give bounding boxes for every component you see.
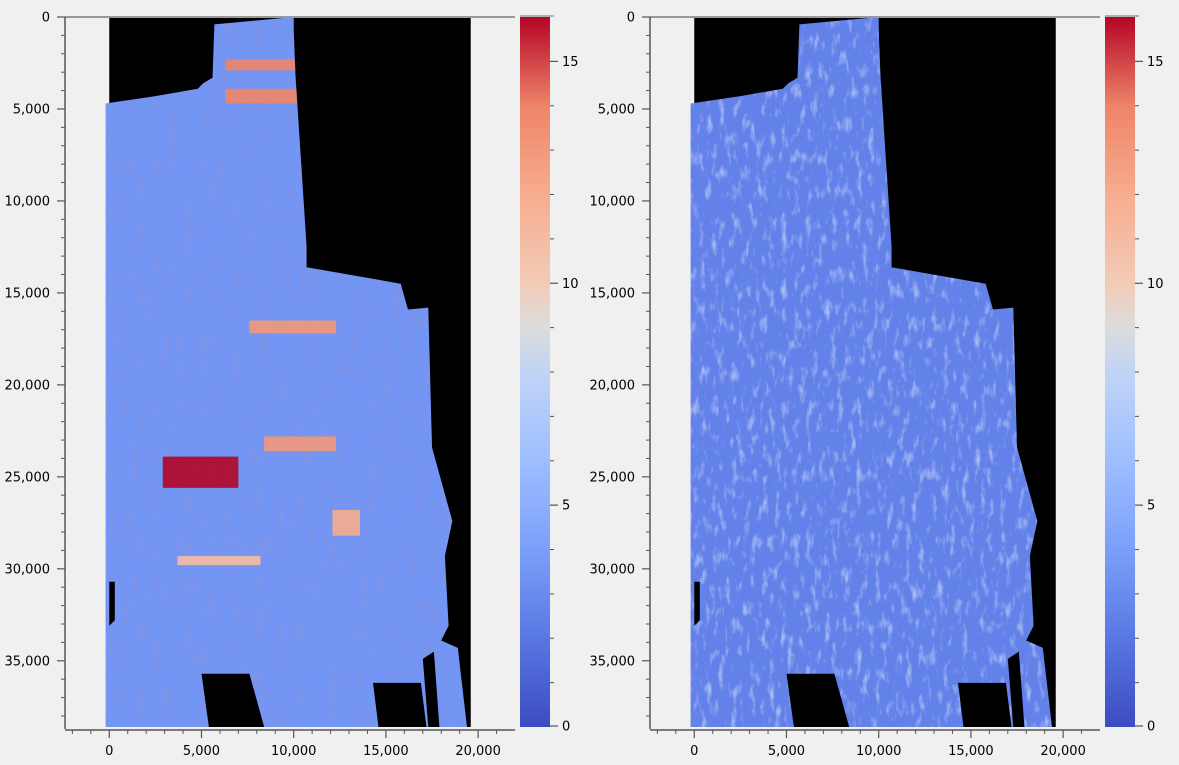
x-tick-label: 10,000: [856, 744, 902, 759]
high-value-region: [264, 436, 337, 452]
high-value-region: [177, 555, 261, 566]
y-tick-label: 5,000: [13, 102, 50, 117]
high-value-region: [225, 59, 302, 71]
y-tick-label: 30,000: [5, 562, 51, 577]
plot-area: [650, 17, 1100, 727]
x-tick-label: 15,000: [363, 744, 409, 759]
y-tick-label: 15,000: [5, 286, 51, 301]
colorbar-tick-label: 5: [562, 499, 570, 514]
no-data-hole: [109, 581, 115, 626]
y-tick-label: 10,000: [5, 194, 51, 209]
heatmap-panel-left: 0 5,000 10,000 15,000 20,000 25,000 30,000 35,0…: [5, 11, 579, 760]
colorbar-tick-label: 15: [1147, 55, 1164, 70]
colorbar: [520, 17, 550, 727]
no-data-hole: [1007, 651, 1025, 727]
colorbar-tick-label: 10: [562, 277, 579, 292]
high-value-region: [162, 456, 239, 488]
y-tick-label: 20,000: [5, 378, 51, 393]
no-data-hole: [422, 651, 440, 727]
x-tick-label: 0: [105, 744, 113, 759]
x-tick-label: 5,000: [768, 744, 805, 759]
x-tick-label: 5,000: [183, 744, 220, 759]
high-value-region: [332, 509, 361, 536]
y-tick-label: 25,000: [5, 470, 51, 485]
no-data-hole: [373, 682, 427, 727]
no-data-hole: [786, 673, 850, 727]
plot-area: [65, 17, 515, 727]
high-value-region: [249, 320, 337, 334]
y-tick-label: 30,000: [590, 562, 636, 577]
x-tick-label: 20,000: [455, 744, 501, 759]
colorbar-tick-label: 0: [562, 720, 570, 735]
colorbar: [1105, 17, 1135, 727]
y-tick-label: 10,000: [590, 194, 636, 209]
colorbar-tick-label: 0: [1147, 720, 1155, 735]
heatmap-panel-right: 0 5,000 10,000 15,000 20,000 25,000 30,000 35,0…: [590, 11, 1164, 760]
x-tick-label: 15,000: [948, 744, 994, 759]
x-tick-label: 10,000: [271, 744, 317, 759]
colorbar-tick-label: 5: [1147, 499, 1155, 514]
colorbar-tick-label: 10: [1147, 277, 1164, 292]
y-tick-label: 20,000: [590, 378, 636, 393]
y-tick-label: 35,000: [590, 654, 636, 669]
y-tick-label: 0: [627, 11, 635, 26]
no-data-hole: [201, 673, 265, 727]
x-tick-label: 20,000: [1040, 744, 1086, 759]
no-data-hole: [958, 682, 1012, 727]
y-tick-label: 5,000: [598, 102, 635, 117]
no-data-hole: [694, 581, 700, 626]
x-tick-label: 0: [690, 744, 698, 759]
y-tick-label: 15,000: [590, 286, 636, 301]
y-tick-label: 0: [42, 11, 50, 26]
colorbar-tick-label: 15: [562, 55, 579, 70]
high-value-region: [225, 88, 302, 104]
y-tick-label: 35,000: [5, 654, 51, 669]
y-tick-label: 25,000: [590, 470, 636, 485]
